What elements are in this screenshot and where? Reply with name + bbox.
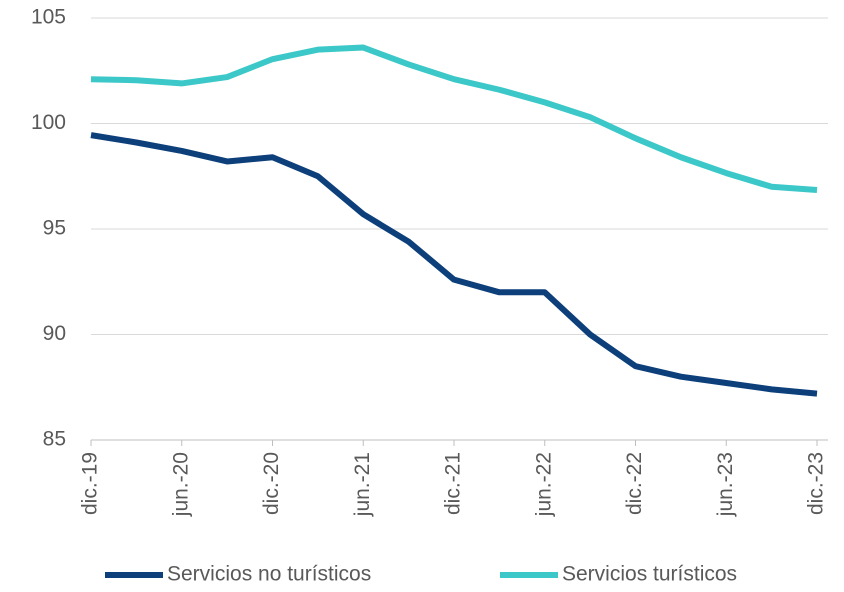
- x-tick-label: jun.-23: [714, 452, 737, 517]
- series-line: [90, 44, 818, 193]
- x-tick-label: jun.-21: [351, 452, 374, 517]
- y-tick-label: 100: [31, 111, 66, 134]
- x-tick-label: dic.-21: [442, 452, 465, 515]
- y-tick-label: 105: [31, 6, 66, 29]
- x-tick-label: jun.-22: [532, 452, 555, 517]
- y-tick-label: 90: [43, 322, 66, 345]
- x-tick-label: dic.-23: [805, 452, 828, 515]
- x-tick-label: dic.-22: [623, 452, 646, 515]
- legend-label: Servicios no turísticos: [167, 563, 371, 586]
- x-tick-label: dic.-20: [260, 452, 283, 515]
- x-tick-label: dic.-19: [79, 452, 102, 515]
- legend-label: Servicios turísticos: [562, 563, 737, 586]
- series-line: [90, 132, 818, 397]
- y-tick-label: 85: [43, 428, 66, 451]
- y-tick-label: 95: [43, 217, 66, 240]
- x-tick-label: jun.-20: [169, 452, 192, 517]
